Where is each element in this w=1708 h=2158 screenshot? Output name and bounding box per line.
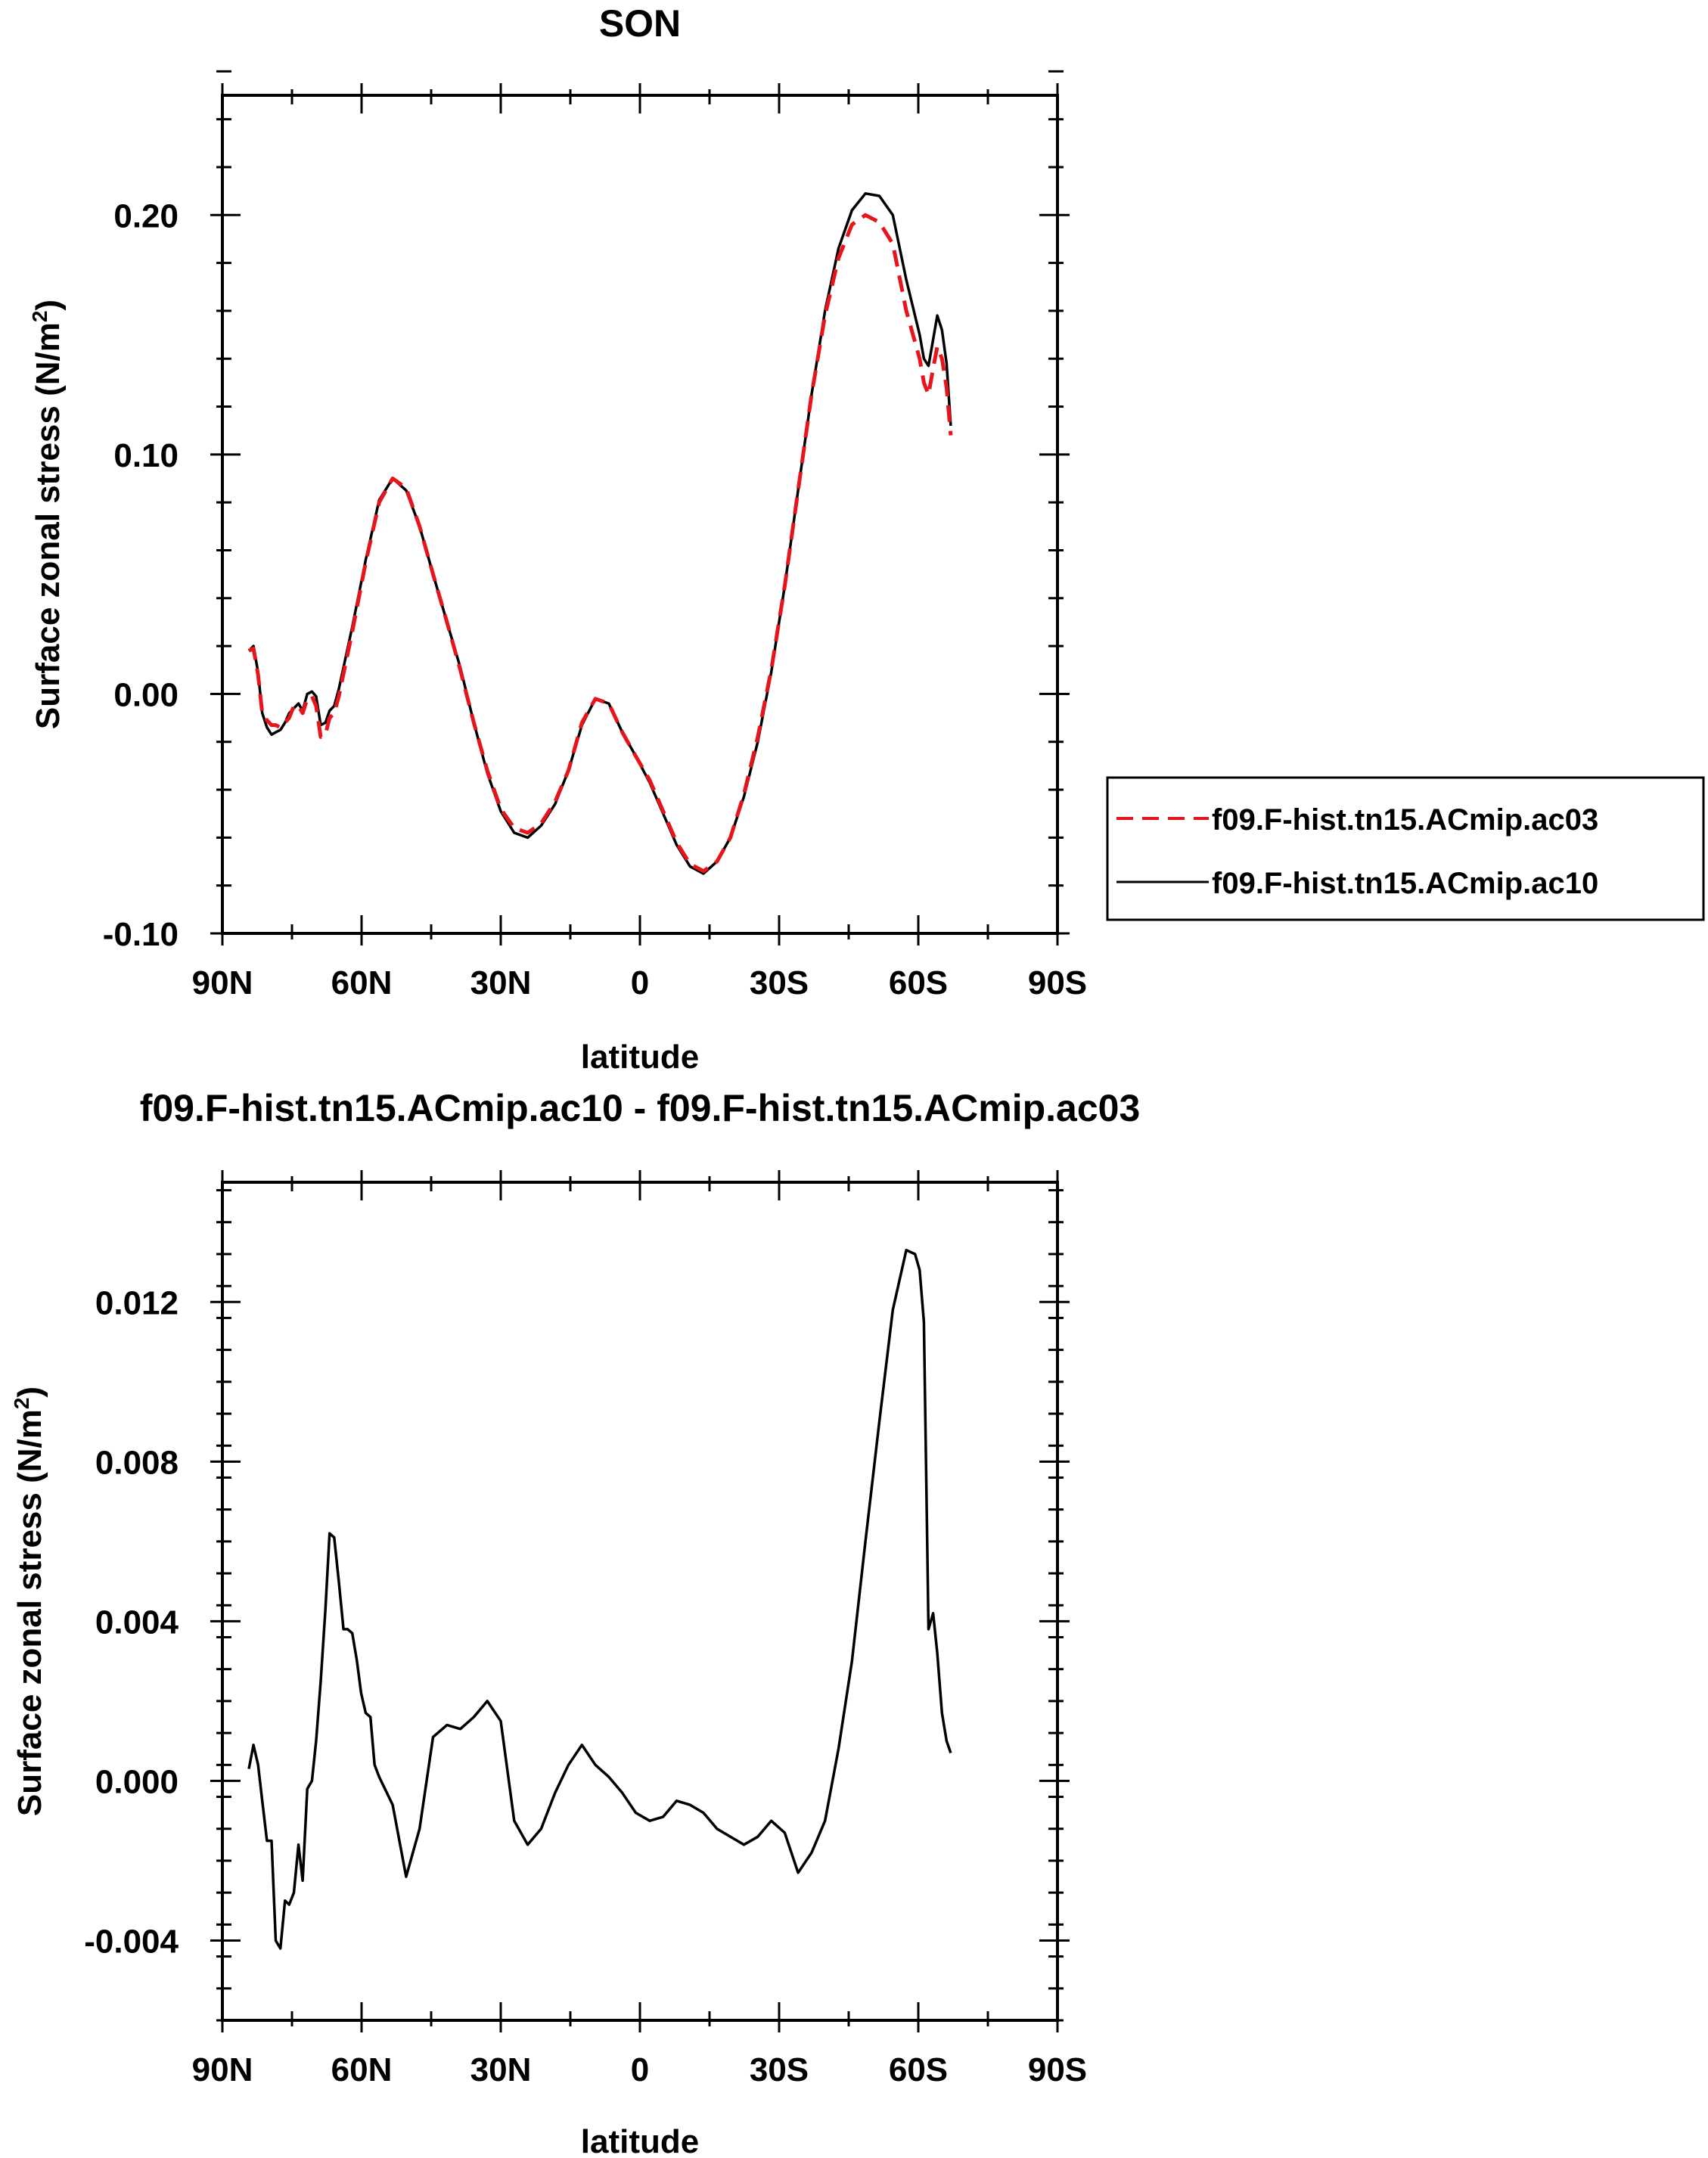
top-x-tick-label: 30N	[470, 964, 532, 1001]
top-y-tick-label: -0.10	[103, 916, 179, 953]
top-x-tick-label: 30S	[750, 964, 809, 1001]
top-x-tick-label: 90N	[192, 964, 253, 1001]
top-x-tick-label: 60N	[331, 964, 393, 1001]
bottom-x-tick-label: 30N	[470, 2051, 532, 2088]
top-x-tick-label: 90S	[1028, 964, 1087, 1001]
bottom-y-tick-label: -0.004	[84, 1923, 179, 1960]
top-x-tick-label: 0	[631, 964, 649, 1001]
legend-box	[1106, 776, 1705, 921]
bottom-chart-ticks: 90N 60N 30N 0 30S 60S 90S -0.004 0.000 0.004 0.008…	[84, 1170, 1087, 2088]
bottom-y-tick-label: 0.000	[95, 1763, 179, 1800]
bottom-x-axis-label: latitude	[581, 2123, 699, 2158]
top-chart-title: SON	[599, 2, 681, 45]
top-y-axis-label-tail: )	[30, 300, 67, 311]
bottom-plot-frame	[221, 1181, 1059, 2022]
bottom-chart-panel: f09.F-hist.tn15.ACmip.ac10 - f09.F-hist.…	[10, 1087, 1140, 2158]
bottom-y-axis-label: Surface zonal stress (N/m2)	[10, 1386, 48, 1816]
bottom-y-tick-label: 0.008	[95, 1444, 179, 1481]
bottom-y-axis-label-main: Surface zonal stress (N/m	[11, 1409, 48, 1816]
bottom-x-tick-label: 60S	[889, 2051, 948, 2088]
top-y-tick-label: 0.10	[113, 437, 179, 474]
top-plot-frame	[221, 94, 1059, 935]
bottom-x-tick-label: 0	[631, 2051, 649, 2088]
top-y-axis-label: Surface zonal stress (N/m2)	[28, 300, 67, 729]
top-y-tick-label: 0.00	[113, 676, 179, 713]
bottom-chart-marks	[247, 1248, 952, 1950]
top-x-axis-label: latitude	[581, 1039, 699, 1076]
top-y-axis-label-superscript: 2	[28, 311, 51, 323]
bottom-chart-title: f09.F-hist.tn15.ACmip.ac10 - f09.F-hist.…	[140, 1087, 1141, 1129]
top-x-tick-label: 60S	[889, 964, 948, 1001]
bottom-x-tick-label: 90S	[1028, 2051, 1087, 2088]
bottom-series-line-0	[247, 1248, 952, 1950]
top-series-line-0	[247, 213, 953, 874]
legend: f09.F-hist.tn15.ACmip.ac03 f09.F-hist.tn…	[1106, 776, 1705, 921]
bottom-y-axis-label-superscript: 2	[10, 1398, 33, 1410]
bottom-x-tick-label: 60N	[331, 2051, 393, 2088]
bottom-x-tick-label: 30S	[750, 2051, 809, 2088]
top-chart-panel: SON 90N 60N 30N 0 30S 60S 90S -0.10 0.00 0.10 0.20…	[28, 2, 1705, 1076]
bottom-y-tick-label: 0.004	[95, 1604, 179, 1641]
bottom-x-tick-label: 90N	[192, 2051, 253, 2088]
bottom-y-tick-label: 0.012	[95, 1284, 179, 1321]
legend-label-ac10: f09.F-hist.tn15.ACmip.ac10	[1212, 867, 1598, 900]
legend-label-ac03: f09.F-hist.tn15.ACmip.ac03	[1212, 803, 1598, 837]
top-series-line-1	[247, 192, 952, 875]
top-y-axis-label-main: Surface zonal stress (N/m	[30, 322, 67, 729]
top-y-tick-label: 0.20	[113, 197, 179, 234]
top-chart-marks	[247, 192, 953, 875]
bottom-y-axis-label-tail: )	[11, 1386, 48, 1398]
top-chart-ticks: 90N 60N 30N 0 30S 60S 90S -0.10 0.00 0.10 0.20	[103, 70, 1087, 1001]
